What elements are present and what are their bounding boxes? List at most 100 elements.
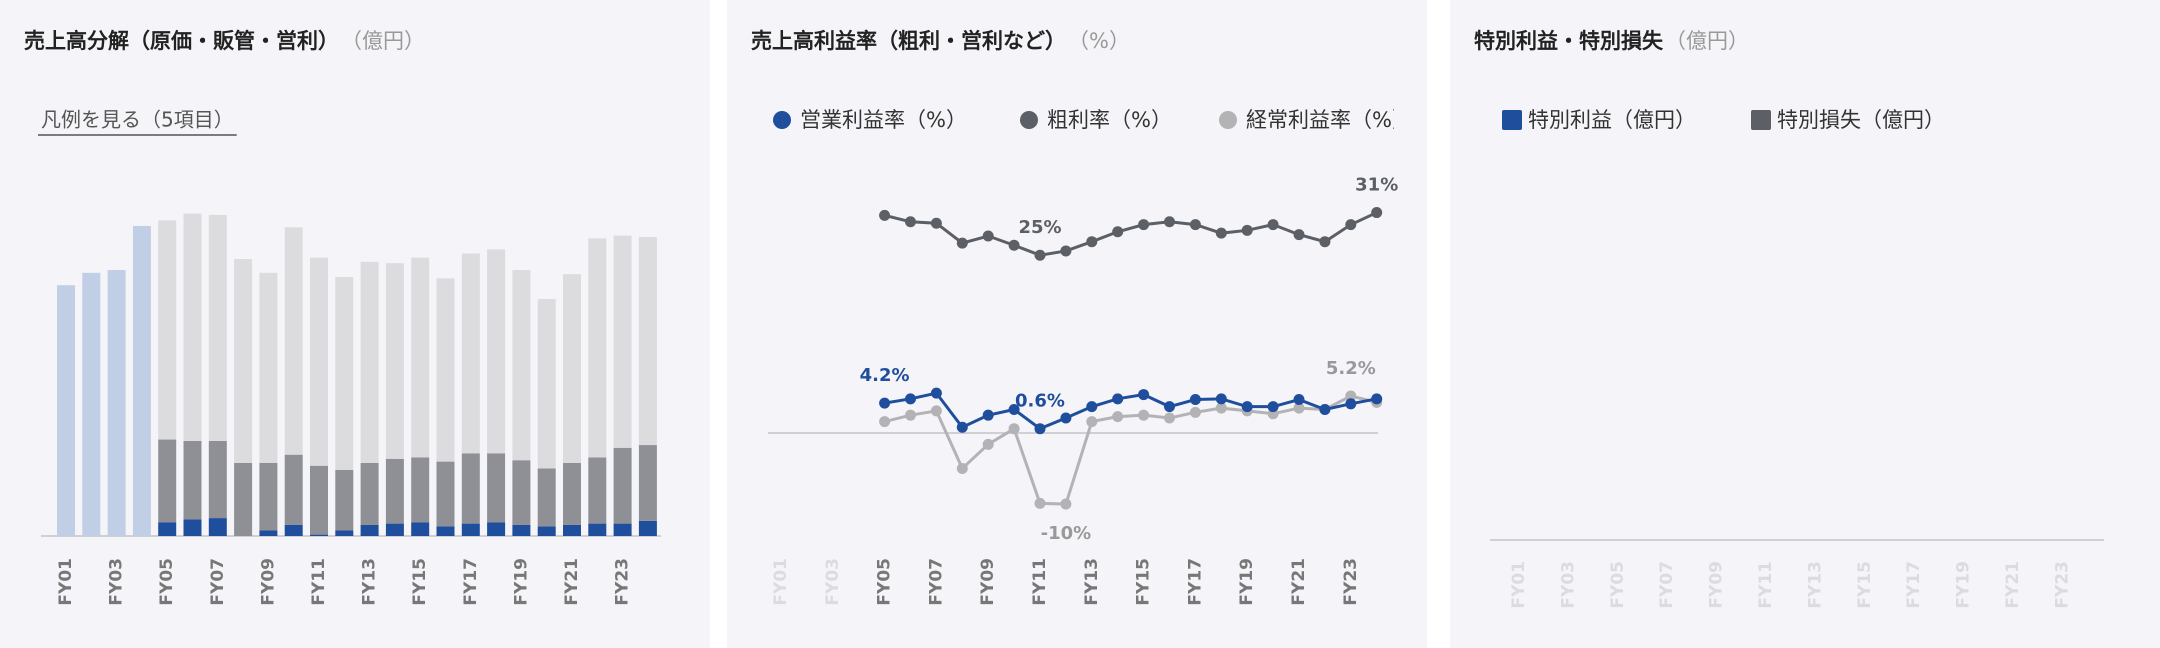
bar-segment <box>335 276 354 470</box>
bar-segment <box>360 261 379 463</box>
x-tick-label: FY07 <box>1657 561 1677 609</box>
bar-segment <box>563 462 581 525</box>
point <box>1267 401 1279 413</box>
x-tick-label: FY05 <box>157 558 177 606</box>
point <box>1189 394 1201 406</box>
point <box>1112 226 1124 238</box>
bar-segment <box>436 526 455 536</box>
x-tick-label: FY01 <box>1509 561 1529 609</box>
bar-segment <box>487 249 506 454</box>
bar-segment <box>411 522 430 536</box>
point <box>1034 249 1046 261</box>
point <box>982 409 994 421</box>
bar-segment <box>335 469 354 531</box>
point <box>1293 394 1305 406</box>
chart-title: 特別利益・特別損失 <box>1474 29 1664 53</box>
point <box>956 463 968 475</box>
bar-segment <box>259 272 278 463</box>
x-tick-label: FY09 <box>1707 561 1727 609</box>
data-label: 0.6% <box>1015 391 1065 412</box>
bar-segment <box>158 220 177 440</box>
bar-segment <box>234 259 253 463</box>
point <box>1060 245 1072 257</box>
bar-segment <box>360 462 379 525</box>
point <box>1345 398 1357 410</box>
data-label: 5.2% <box>1326 358 1376 379</box>
legend-marker <box>773 111 791 129</box>
x-tick-label: FY17 <box>1904 561 1924 609</box>
bar-segment <box>57 285 75 536</box>
bar-segment <box>613 447 632 524</box>
x-tick-label: FY09 <box>978 558 998 606</box>
x-tick-label: FY05 <box>1608 561 1628 609</box>
x-tick-label: FY21 <box>562 558 582 606</box>
bar-segment <box>385 263 404 459</box>
legend-toggle[interactable]: 凡例を見る（5項目） <box>41 108 234 132</box>
bar-segment <box>411 457 430 523</box>
point <box>1371 207 1383 219</box>
bar-segment <box>183 213 202 441</box>
point <box>1086 401 1098 413</box>
bar-segment <box>588 523 607 536</box>
point <box>1267 219 1279 231</box>
point <box>879 397 891 409</box>
x-tick-label: FY07 <box>208 558 228 606</box>
bar-segment <box>183 519 202 536</box>
point <box>1215 393 1227 405</box>
point <box>930 217 942 229</box>
point <box>1293 402 1305 414</box>
x-tick-label: FY19 <box>511 558 531 606</box>
legend-label: 特別損失（億円） <box>1777 108 1945 132</box>
bar-segment <box>310 257 328 466</box>
x-tick-label: FY09 <box>258 558 278 606</box>
point <box>1008 423 1020 435</box>
bar-segment <box>512 270 531 461</box>
point <box>1345 219 1357 231</box>
x-tick-label: FY21 <box>2003 561 2023 609</box>
bar-segment <box>208 440 227 519</box>
point <box>1112 411 1124 423</box>
legend-marker <box>1502 110 1522 130</box>
x-tick-label: FY13 <box>1805 561 1825 609</box>
bar-segment <box>335 530 354 536</box>
bar-segment <box>638 445 657 521</box>
bar-segment <box>461 453 480 524</box>
point <box>930 405 942 417</box>
x-tick-label: FY01 <box>771 558 791 606</box>
point <box>1086 416 1098 428</box>
x-tick-label: FY17 <box>461 558 481 606</box>
x-tick-label: FY15 <box>1134 558 1154 606</box>
bar-segment <box>588 457 607 524</box>
bar-segment <box>537 298 556 469</box>
bar-segment <box>310 465 328 535</box>
legend-label: 特別利益（億円） <box>1528 108 1696 132</box>
bar-segment <box>259 462 278 531</box>
bar-segment <box>259 530 278 536</box>
bar-segment <box>436 461 455 527</box>
bar-segment <box>613 235 632 448</box>
bar-segment <box>613 523 632 536</box>
point <box>982 230 994 242</box>
bar-segment <box>284 454 303 525</box>
x-tick-label: FY11 <box>309 558 329 606</box>
point <box>1215 227 1227 239</box>
bar-segment <box>563 274 581 463</box>
x-tick-label: FY03 <box>107 558 127 606</box>
point <box>905 393 916 405</box>
point <box>1241 224 1253 236</box>
point <box>1138 219 1150 231</box>
panel <box>727 0 1427 648</box>
bar-segment <box>512 524 531 536</box>
point <box>1189 219 1201 231</box>
legend-marker <box>1219 111 1237 129</box>
data-label: 31% <box>1355 175 1398 196</box>
point <box>1138 389 1150 401</box>
point <box>1008 403 1020 415</box>
x-tick-label: FY13 <box>360 558 380 606</box>
bar-segment <box>436 278 455 462</box>
point <box>1215 402 1227 414</box>
x-tick-label: FY19 <box>1954 561 1974 609</box>
legend-marker <box>1020 111 1038 129</box>
bar-segment <box>512 460 531 525</box>
bar-segment <box>487 522 506 536</box>
